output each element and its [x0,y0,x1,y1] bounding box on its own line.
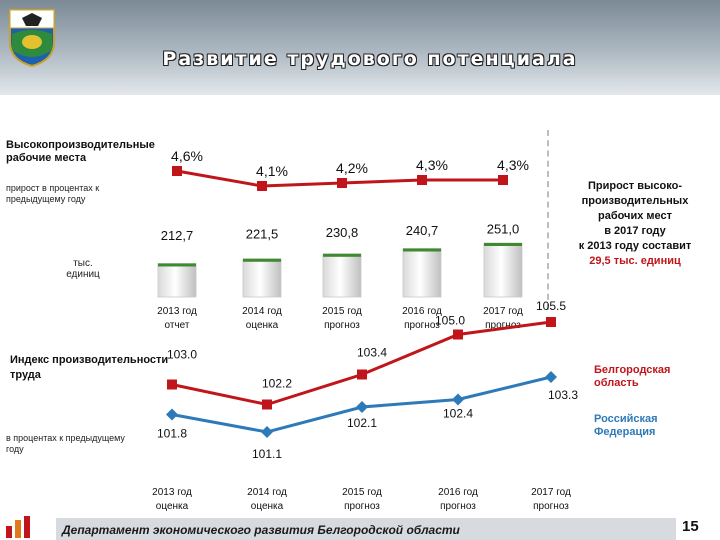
productivity-category-label: оценка [251,501,284,512]
footer-logo-icon [6,516,30,538]
region-value-label: 103.4 [357,346,387,360]
page-title: Развитие трудового потенциала [162,48,578,70]
jobs-category-label: отчет [165,320,190,331]
note-highlight: 29,5 тыс. единиц [589,255,681,267]
region-value-label: 105.5 [536,299,566,313]
productivity-category-label: прогноз [344,501,380,512]
note-line-5: к 2013 году составит [578,240,692,252]
growth-point [417,175,427,185]
productivity-category-label: 2014 год [247,487,287,498]
growth-value-label: 4,3% [416,157,448,173]
jobs-bar-cap [158,263,196,267]
region-value-label: 105.0 [435,314,465,328]
footer-bar [56,518,676,540]
productivity-category-label: прогноз [533,501,569,512]
productivity-category-label: 2013 год [152,487,192,498]
jobs-bar [402,248,442,298]
federation-point [545,371,557,383]
note-line-1: Прирост высоко- [588,180,682,192]
divider [547,130,549,310]
growth-value-label: 4,2% [336,160,368,176]
jobs-bar-value: 221,5 [246,226,279,241]
legend-federation: Российская Федерация [594,413,658,438]
jobs-category-label: 2016 год [402,306,442,317]
note-line-2: производительных [581,195,689,207]
note-line-3: рабочих мест [597,210,672,222]
header-band [0,0,720,95]
productivity-category-label: 2016 год [438,487,478,498]
federation-value-label: 103.3 [548,388,578,402]
region-point [453,329,463,340]
note-line-4: в 2017 году [604,225,666,237]
jobs-bar-cap [243,258,281,262]
growth-point [257,181,267,191]
jobs-bar-value: 240,7 [406,223,439,238]
productivity-category-label: 2017 год [531,487,571,498]
region-value-label: 102.2 [262,377,292,391]
region-point [357,369,367,380]
productivity-sub-label: в процентах к предыдущему году [6,433,125,454]
jobs-category-label: 2013 год [157,306,197,317]
jobs-category-label: 2015 год [322,306,362,317]
jobs-category-label: 2017 год [483,306,523,317]
productivity-category-label: прогноз [440,501,476,512]
jobs-bar-cap [403,248,441,252]
region-point [546,317,556,327]
productivity-category-label: оценка [156,501,189,512]
productivity-heading: Индекс производительности труда [10,354,169,381]
jobs-bar [157,263,197,298]
federation-value-label: 101.8 [157,427,187,441]
region-point [262,399,272,410]
growth-point [172,166,182,176]
jobs-category-label: прогноз [485,320,521,331]
federation-value-label: 101.1 [252,447,282,461]
federation-point [166,408,178,421]
jobs-bar-value: 251,0 [487,222,520,237]
legend-region: Белгородская область [594,364,671,389]
region-value-label: 103.0 [167,348,197,362]
jobs-category-label: прогноз [324,320,360,331]
growth-note: Прирост высоко- производительных рабочих… [560,179,710,269]
region-point [167,379,177,390]
federation-value-label: 102.1 [347,416,377,430]
jobs-bar-value: 212,7 [161,228,194,243]
growth-point [498,175,508,185]
units-label: тыс. единиц [66,258,100,280]
jobs-bar-value: 230,8 [326,225,359,240]
jobs-bar-cap [484,243,522,246]
productivity-category-label: 2015 год [342,487,382,498]
growth-value-label: 4,1% [256,163,288,179]
federation-point [261,426,273,438]
federation-point [356,401,368,413]
page-number: 15 [682,518,699,535]
jobs-category-label: прогноз [404,320,440,331]
federation-value-label: 102.4 [443,407,473,421]
jobs-bar-cap [323,253,361,257]
jobs-category-label: оценка [246,320,279,331]
jobs-category-label: 2014 год [242,306,282,317]
growth-value-label: 4,3% [497,157,529,173]
jobs-bar [322,253,362,298]
jobs-bar [242,258,282,298]
federation-point [452,393,464,406]
growth-point [337,178,347,188]
coat-of-arms-logo [9,9,55,68]
growth-value-label: 4,6% [171,148,203,164]
jobs-sub-label: прирост в процентах к предыдущему году [6,183,100,204]
footer-text: Департамент экономического развития Белг… [62,523,460,537]
jobs-bar [483,242,523,298]
jobs-heading: Высокопроизводительные рабочие места [6,139,155,164]
